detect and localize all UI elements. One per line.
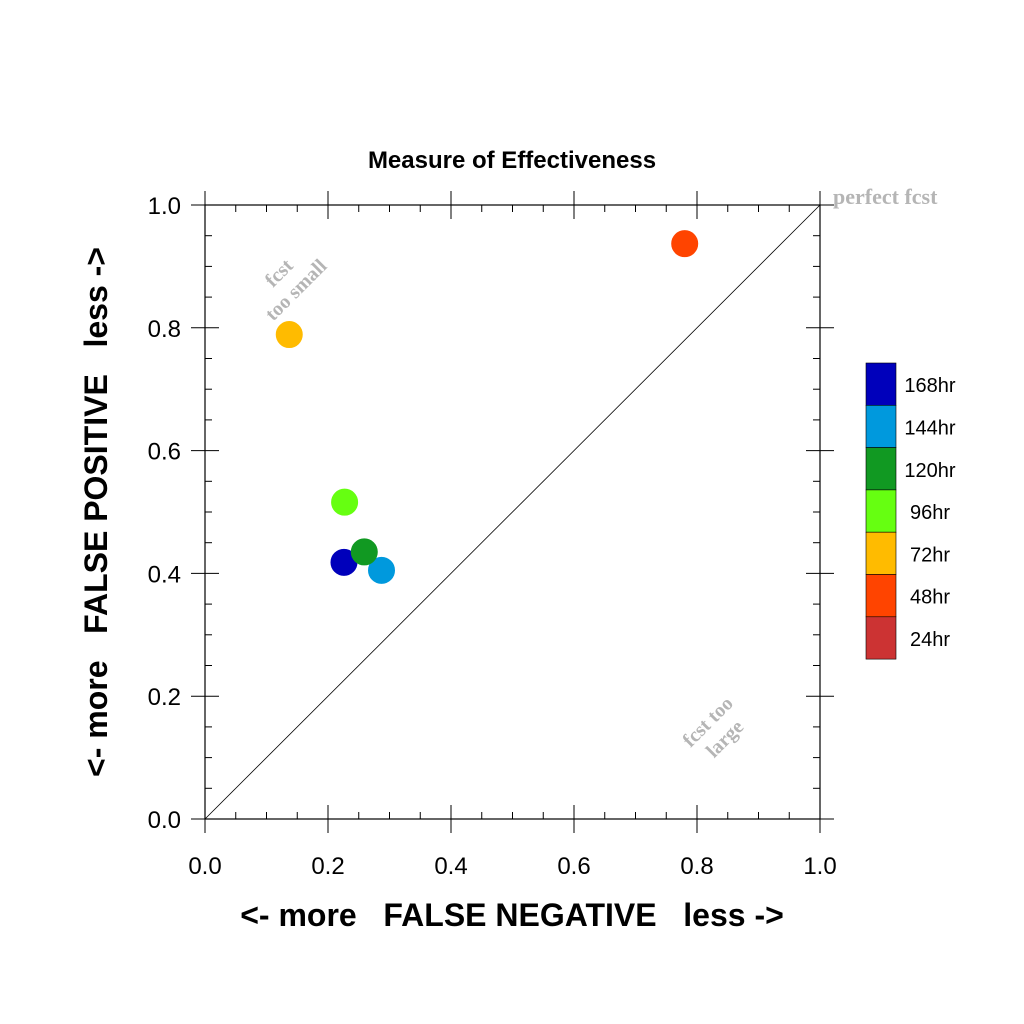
legend-label-96hr: 96hr [910,502,950,524]
data-point-144hr [368,556,396,584]
x-tick-label: 0.4 [434,853,467,880]
annotation-perfect-fcst: perfect fcst [833,184,938,209]
diagonal-reference-line [204,204,821,820]
plot-area: 0.0 0.0 0.2 0.2 0.4 0.4 0.6 0.6 0.8 0.8 1.0 1.0 [148,191,837,880]
data-point-48hr [671,230,699,258]
data-point-96hr [331,488,359,516]
legend-label-72hr: 72hr [910,544,950,566]
legend-label-168hr: 168hr [904,375,955,397]
chart-title: Measure of Effectiveness [368,147,656,174]
y-tick-label: 0.0 [148,807,181,834]
legend-swatch-144hr [865,404,897,448]
y-tick-label: 0.4 [148,561,181,588]
x-tick-label: 0.0 [188,853,221,880]
x-tick-label: 0.8 [680,853,713,880]
y-tick-label: 0.8 [148,316,181,343]
data-point-72hr [275,321,303,349]
legend-label-144hr: 144hr [904,417,955,439]
legend-label-48hr: 48hr [910,587,950,609]
y-tick-label: 1.0 [148,193,181,220]
y-tick-label: 0.2 [148,684,181,711]
legend-swatch-168hr [865,362,897,406]
legend: 168hr 144hr 120hr 96hr 72hr 48hr 24hr [865,362,956,660]
y-axis-label: <- more FALSE POSITIVE less -> [78,247,114,777]
legend-swatch-72hr [865,531,897,575]
legend-swatch-96hr [865,489,897,533]
x-tick-label: 0.2 [311,853,344,880]
legend-label-120hr: 120hr [904,460,955,482]
x-tick-label: 0.6 [557,853,590,880]
legend-swatch-48hr [865,574,897,618]
legend-swatch-24hr [865,616,897,660]
data-point-120hr [350,538,378,566]
legend-swatch-120hr [865,447,897,491]
x-axis-label: <- more FALSE NEGATIVE less -> [240,897,784,933]
x-tick-label: 1.0 [803,853,836,880]
legend-label-24hr: 24hr [910,629,950,651]
y-tick-label: 0.6 [148,439,181,466]
